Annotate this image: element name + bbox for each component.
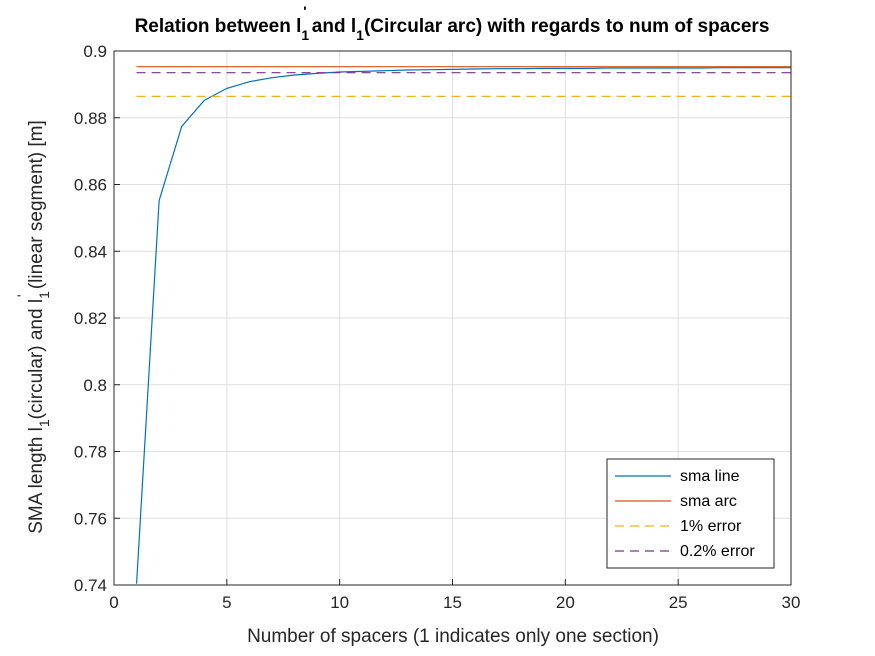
y-tick-label: 0.78 bbox=[74, 443, 107, 462]
series-line-1 bbox=[135, 67, 791, 584]
axis-ticks: 0 5 10 15 20 25 30 0.74 0.76 0.78 0.8 0.82 0.84 0.86 0… bbox=[74, 42, 801, 612]
y-tick-label: 0.88 bbox=[74, 109, 107, 128]
y-axis-label: SMA length l1(circular) and l1' (linear … bbox=[14, 120, 52, 534]
y-tick-label: 0.8 bbox=[83, 376, 107, 395]
y-tick-label: 0.9 bbox=[83, 42, 107, 61]
y-tick-label: 0.82 bbox=[74, 309, 107, 328]
chart-title: Relation between l1' and l1(Circular arc… bbox=[135, 3, 770, 43]
legend-label: sma arc bbox=[680, 493, 737, 510]
x-axis-label: Number of spacers (1 indicates only one … bbox=[247, 626, 659, 647]
y-tick-label: 0.74 bbox=[74, 576, 107, 595]
y-tick-label: 0.84 bbox=[74, 242, 107, 261]
x-tick-label: 20 bbox=[556, 593, 575, 612]
x-tick-label: 0 bbox=[109, 593, 118, 612]
legend-label: 0.2% error bbox=[680, 543, 755, 560]
y-tick-label: 0.86 bbox=[74, 176, 107, 195]
legend-label: sma line bbox=[680, 468, 740, 485]
legend-box bbox=[606, 458, 775, 569]
y-tick-label: 0.76 bbox=[74, 509, 107, 528]
x-tick-label: 5 bbox=[222, 593, 231, 612]
plot-lines bbox=[135, 66, 791, 584]
x-tick-label: 30 bbox=[782, 593, 801, 612]
x-tick-label: 10 bbox=[330, 593, 349, 612]
x-tick-label: 25 bbox=[669, 593, 688, 612]
x-tick-label: 15 bbox=[443, 593, 462, 612]
legend: sma line sma arc 1% error 0.2% error bbox=[606, 458, 775, 569]
legend-label: 1% error bbox=[680, 518, 742, 535]
